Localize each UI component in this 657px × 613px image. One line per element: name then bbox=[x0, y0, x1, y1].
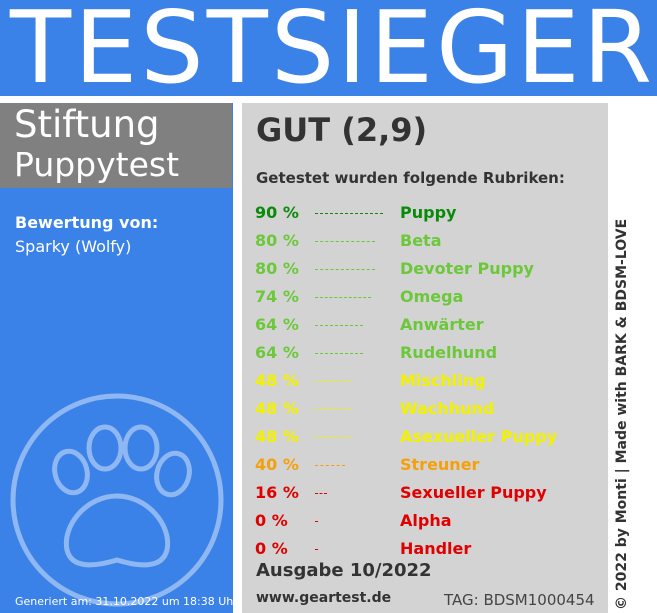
category-percent: 90 % bbox=[255, 203, 299, 222]
category-percent: 0 % bbox=[255, 511, 288, 530]
category-percent: 48 % bbox=[255, 371, 299, 390]
category-row: 48 % Mischling bbox=[242, 367, 608, 395]
category-name: Wachhund bbox=[400, 399, 495, 418]
generated-timestamp: Generiert am: 31.10.2022 um 18:38 Uhr bbox=[15, 595, 238, 608]
category-name: Sexueller Puppy bbox=[400, 483, 547, 502]
category-dash bbox=[315, 269, 375, 270]
category-dash bbox=[315, 437, 351, 438]
category-percent: 48 % bbox=[255, 427, 299, 446]
category-row: 48 % Asexueller Puppy bbox=[242, 423, 608, 451]
category-name: Beta bbox=[400, 231, 442, 250]
category-name: Handler bbox=[400, 539, 472, 558]
categories-heading: Getestet wurden folgende Rubriken: bbox=[256, 169, 565, 187]
category-percent: 16 % bbox=[255, 483, 299, 502]
category-percent: 80 % bbox=[255, 231, 299, 250]
copyright-text: © 2022 by Monti | Made with BARK & BDSM-… bbox=[614, 218, 630, 610]
category-dash bbox=[315, 381, 351, 382]
tag-label: TAG: BDSM1000454 bbox=[444, 591, 595, 609]
brand-box: Stiftung Puppytest bbox=[0, 103, 232, 188]
category-percent: 64 % bbox=[255, 343, 299, 362]
category-name: Devoter Puppy bbox=[400, 259, 534, 278]
category-percent: 40 % bbox=[255, 455, 299, 474]
category-name: Rudelhund bbox=[400, 343, 498, 362]
category-name: Anwärter bbox=[400, 315, 484, 334]
category-percent: 64 % bbox=[255, 315, 299, 334]
brand-line-1: Stiftung bbox=[14, 103, 160, 146]
results-panel: GUT (2,9) Getestet wurden folgende Rubri… bbox=[242, 103, 608, 613]
category-name: Mischling bbox=[400, 371, 486, 390]
rating-value: Sparky (Wolfy) bbox=[15, 237, 132, 256]
brand-line-2: Puppytest bbox=[14, 145, 180, 184]
category-name: Streuner bbox=[400, 455, 480, 474]
category-dash bbox=[315, 325, 363, 326]
overall-grade: GUT (2,9) bbox=[256, 111, 428, 149]
category-percent: 48 % bbox=[255, 399, 299, 418]
category-row: 0 % Alpha bbox=[242, 507, 608, 535]
paw-icon bbox=[10, 393, 224, 607]
category-dash bbox=[315, 297, 371, 298]
category-row: 80 % Devoter Puppy bbox=[242, 255, 608, 283]
category-dash bbox=[315, 493, 327, 494]
category-row: 64 % Anwärter bbox=[242, 311, 608, 339]
category-row: 80 % Beta bbox=[242, 227, 608, 255]
left-panel: Stiftung Puppytest Bewertung von: Sparky… bbox=[0, 103, 238, 613]
category-dash bbox=[315, 409, 351, 410]
category-percent: 74 % bbox=[255, 287, 299, 306]
category-dash bbox=[315, 549, 318, 550]
rating-label: Bewertung von: bbox=[15, 213, 159, 232]
category-row: 90 % Puppy bbox=[242, 199, 608, 227]
category-row: 48 % Wachhund bbox=[242, 395, 608, 423]
testsieger-banner: TESTSIEGER bbox=[0, 0, 657, 100]
category-dash bbox=[315, 465, 345, 466]
website-link[interactable]: www.geartest.de bbox=[256, 590, 392, 606]
category-percent: 80 % bbox=[255, 259, 299, 278]
category-dash bbox=[315, 213, 383, 214]
category-percent: 0 % bbox=[255, 539, 288, 558]
category-row: 74 % Omega bbox=[242, 283, 608, 311]
category-row: 16 % Sexueller Puppy bbox=[242, 479, 608, 507]
category-row: 40 % Streuner bbox=[242, 451, 608, 479]
category-row: 0 % Handler bbox=[242, 535, 608, 563]
category-name: Puppy bbox=[400, 203, 457, 222]
category-dash bbox=[315, 241, 375, 242]
category-name: Omega bbox=[400, 287, 464, 306]
category-row: 64 % Rudelhund bbox=[242, 339, 608, 367]
category-name: Alpha bbox=[400, 511, 452, 530]
banner-title: TESTSIEGER bbox=[10, 0, 656, 106]
issue-label: Ausgabe 10/2022 bbox=[256, 560, 432, 581]
category-name: Asexueller Puppy bbox=[400, 427, 558, 446]
category-dash bbox=[315, 521, 318, 522]
category-dash bbox=[315, 353, 363, 354]
